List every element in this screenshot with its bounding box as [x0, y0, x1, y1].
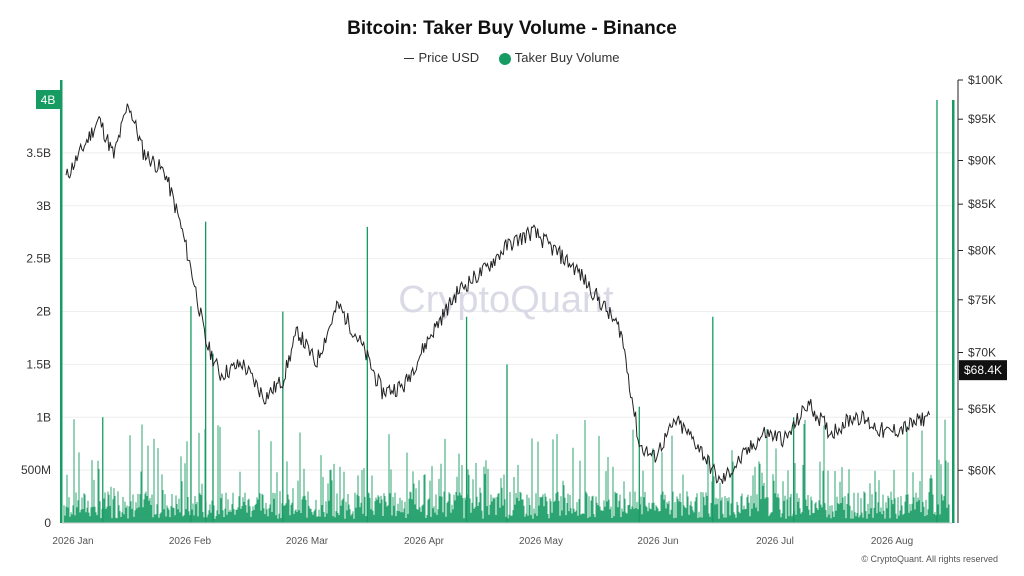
volume-bar-field	[63, 419, 950, 523]
current-price-badge	[959, 360, 1007, 381]
legend-item-price[interactable]: Price USD	[404, 50, 479, 65]
legend-item-volume[interactable]: Taker Buy Volume	[498, 50, 620, 65]
legend-label-volume: Taker Buy Volume	[514, 50, 620, 65]
x-tick-label: 2026 Feb	[169, 536, 212, 547]
left-tick-label: 3.5B	[26, 146, 51, 160]
legend-line-swatch	[404, 58, 415, 60]
volume-bars	[63, 100, 950, 523]
right-tick-label: $75K	[968, 293, 996, 307]
left-highlight-badge	[36, 90, 60, 109]
left-tick-label: 3B	[36, 199, 51, 213]
left-tick-label: 0	[44, 516, 51, 530]
copyright: © CryptoQuant. All rights reserved	[861, 554, 998, 564]
right-tick-label: $80K	[968, 243, 996, 257]
legend: Price USD Taker Buy Volume	[0, 50, 1024, 65]
right-tick-label: $85K	[968, 197, 996, 211]
left-tick-label: 500M	[21, 463, 51, 477]
legend-label-price: Price USD	[418, 50, 480, 65]
left-highlight-label: 4B	[41, 93, 56, 107]
chart-title: Bitcoin: Taker Buy Volume - Binance	[347, 18, 677, 39]
legend-dot-swatch	[498, 52, 511, 65]
x-tick-label: 2026 Jan	[52, 536, 93, 547]
left-axis: 0 500M 1B 1.5B 2B 2.5B 3B 3.5B 4B	[21, 90, 60, 530]
right-tick-label: $95K	[968, 112, 996, 126]
x-tick-label: 2026 Mar	[286, 536, 329, 547]
price-line[interactable]	[65, 103, 931, 484]
x-tick-label: 2026 May	[519, 536, 563, 547]
right-tick-label: $65K	[968, 402, 996, 416]
x-axis: 2026 Jan 2026 Feb 2026 Mar 2026 Apr 2026 May…	[52, 522, 952, 547]
left-axis-bar	[60, 80, 63, 523]
right-tick-label: $100K	[968, 73, 1003, 87]
right-axis: $60K $65K $70K $75K $80K $85K $90K $95K $100K $68…	[957, 73, 1007, 523]
current-price-label: $68.4K	[964, 363, 1002, 377]
left-tick-label: 2.5B	[26, 252, 51, 266]
left-tick-label: 2B	[36, 305, 51, 319]
watermark: CryptoQuant	[398, 279, 614, 321]
x-tick-label: 2026 Jun	[637, 536, 678, 547]
left-tick-label: 1.5B	[26, 357, 51, 371]
right-edge-bar	[952, 100, 955, 523]
right-tick-label: $90K	[968, 153, 996, 167]
right-tick-label: $60K	[968, 463, 996, 477]
left-tick-label: 1B	[36, 410, 51, 424]
right-tick-label: $70K	[968, 346, 996, 360]
x-tick-label: 2026 Apr	[404, 536, 445, 547]
x-tick-label: 2026 Jul	[756, 536, 794, 547]
x-tick-label: 2026 Aug	[871, 536, 913, 547]
